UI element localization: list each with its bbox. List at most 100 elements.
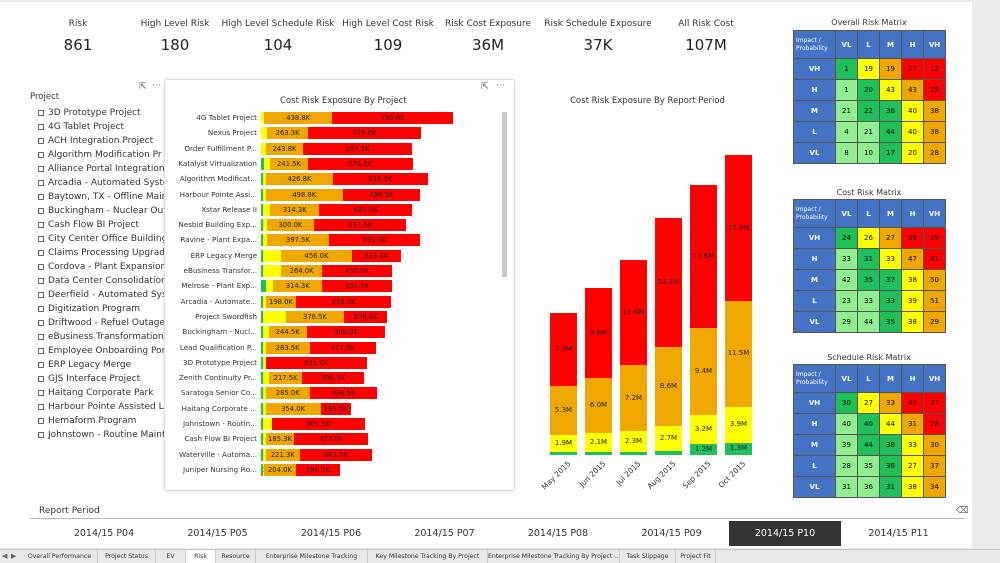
bar-segment-green[interactable] <box>261 295 263 308</box>
matrix-cell[interactable]: 27 <box>901 455 924 477</box>
matrix-cell[interactable]: 20 <box>901 142 924 164</box>
bar-segment-orange[interactable]: 221.3K <box>265 448 300 461</box>
matrix-cell[interactable]: 38 <box>901 476 924 498</box>
matrix-cell[interactable]: 36 <box>879 100 902 122</box>
page-tab[interactable]: Project Fit <box>676 550 716 563</box>
checkbox[interactable] <box>38 236 44 242</box>
matrix-cell[interactable]: 30 <box>923 434 946 456</box>
matrix-cell[interactable]: 17 <box>879 142 902 164</box>
column-segment[interactable] <box>655 451 682 455</box>
project-slicer[interactable]: Project 3D Prototype Project 4G Tablet Pr… <box>30 92 164 452</box>
page-tab[interactable]: Risk <box>186 550 216 563</box>
focus-mode-icon[interactable]: ⇱ <box>481 82 489 92</box>
bar-segment-yellow[interactable] <box>262 203 271 216</box>
bar-segment-orange[interactable]: 438.8K <box>264 112 333 124</box>
bar-segment-yellow[interactable] <box>262 249 282 262</box>
checkbox[interactable] <box>38 166 44 172</box>
bar-segment-green[interactable] <box>261 310 263 323</box>
checkbox[interactable] <box>38 208 44 214</box>
matrix-cell[interactable]: 35 <box>879 311 902 333</box>
focus-mode-icon[interactable]: ⇱ <box>139 82 147 92</box>
bar-segment-yellow[interactable] <box>262 265 282 277</box>
slicer-item[interactable]: Arcadia - Automated Syste <box>30 176 164 190</box>
bar-segment-red[interactable]: 477.0K <box>294 433 369 446</box>
bar-segment-yellow[interactable] <box>262 219 268 232</box>
matrix-cell[interactable]: 23 <box>835 290 858 312</box>
bar-segment-red[interactable]: 651.0K <box>265 356 367 369</box>
bar-segment-orange[interactable]: 285.0K <box>265 387 310 400</box>
page-tab[interactable]: Project Status <box>98 550 156 563</box>
bar-segment-orange[interactable]: 243.8K <box>265 142 304 155</box>
matrix-cell[interactable]: 21 <box>857 121 880 143</box>
bar-segment-red[interactable]: 729.0K <box>308 127 421 140</box>
bar-segment-orange[interactable]: 376.5K <box>285 310 345 323</box>
checkbox[interactable] <box>38 418 44 424</box>
checkbox[interactable] <box>38 180 44 186</box>
matrix-cell[interactable]: 19 <box>857 58 880 80</box>
cost-risk-by-period-chart[interactable]: 1.9M 5.3M 7.9M May 2015 2.1M 6.0M 9.8M Jun 2015… <box>540 112 765 492</box>
matrix-cell[interactable]: 43 <box>879 79 902 101</box>
bar-segment-green[interactable] <box>261 463 263 476</box>
column-segment[interactable]: 14.1M <box>655 217 682 348</box>
checkbox[interactable] <box>38 278 44 284</box>
matrix-cell[interactable]: 27 <box>857 392 880 414</box>
matrix-cell[interactable]: 33 <box>835 248 858 270</box>
bar-segment-orange[interactable]: 244.5K <box>268 326 307 339</box>
matrix-cell[interactable]: 41 <box>923 248 946 270</box>
eraser-icon[interactable]: ⌫ <box>956 506 969 516</box>
bar-segment-orange[interactable]: 263.3K <box>267 127 308 140</box>
page-tab[interactable]: Key Milestone Tracking By Project <box>368 550 488 563</box>
matrix-cell[interactable]: 38 <box>923 100 946 122</box>
bar-segment-orange[interactable]: 314.3K <box>270 203 319 216</box>
matrix-cell[interactable]: 1 <box>835 79 858 101</box>
column-segment[interactable]: 9.4M <box>690 328 717 415</box>
checkbox[interactable] <box>38 292 44 298</box>
matrix-cell[interactable]: 12 <box>923 58 946 80</box>
bar-segment-orange[interactable]: 283.5K <box>265 341 310 354</box>
column-segment[interactable]: 2.7M <box>655 426 682 452</box>
checkbox[interactable] <box>38 222 44 228</box>
column-segment[interactable] <box>620 452 647 455</box>
matrix-cell[interactable]: 33 <box>879 290 902 312</box>
checkbox[interactable] <box>38 306 44 312</box>
page-tab[interactable]: Resource <box>216 550 256 563</box>
column-segment[interactable]: 8.6M <box>655 347 682 427</box>
bar-segment-green[interactable] <box>261 433 263 446</box>
matrix-cell[interactable]: 35 <box>857 269 880 291</box>
slicer-item[interactable]: ACH Integration Project <box>30 134 164 148</box>
page-tab[interactable]: Enterprise Milestone Tracking By Project… <box>488 550 620 563</box>
tab-scroll-right-icon[interactable]: ▶ <box>11 552 17 560</box>
bar-segment-green[interactable] <box>261 249 263 262</box>
bar-segment-green[interactable] <box>261 402 263 415</box>
bar-segment-red[interactable]: 676.5K <box>307 157 413 170</box>
bar-segment-green[interactable] <box>261 234 263 247</box>
column-segment[interactable]: 1.3M <box>725 443 752 455</box>
chart-scrollbar[interactable] <box>502 112 507 277</box>
checkbox[interactable] <box>38 404 44 410</box>
matrix-cell[interactable]: 29 <box>835 311 858 333</box>
column-segment[interactable]: 11.5M <box>725 301 752 408</box>
bar-segment-yellow[interactable] <box>262 234 268 247</box>
more-options-icon[interactable]: ⋯ <box>152 81 161 91</box>
column-segment[interactable]: 7.2M <box>620 364 647 432</box>
bar-segment-green[interactable] <box>261 157 265 170</box>
bar-segment-yellow[interactable] <box>262 310 286 323</box>
bar-segment-yellow[interactable] <box>262 402 266 415</box>
bar-segment-orange[interactable]: 397.5K <box>267 234 329 247</box>
matrix-cell[interactable]: 38 <box>901 269 924 291</box>
column-segment[interactable]: 2.3M <box>620 431 647 453</box>
checkbox[interactable] <box>38 194 44 200</box>
checkbox[interactable] <box>38 334 44 340</box>
slicer-item[interactable]: Data Center Consolidation <box>30 274 164 288</box>
matrix-cell[interactable]: 44 <box>879 121 902 143</box>
bar-segment-yellow[interactable] <box>262 418 272 430</box>
bar-segment-yellow[interactable] <box>264 157 271 170</box>
bar-segment-orange[interactable]: 217.5K <box>268 372 303 385</box>
matrix-cell[interactable]: 34 <box>923 476 946 498</box>
bar-segment-yellow[interactable] <box>263 173 267 186</box>
bar-segment-orange[interactable]: 264.0K <box>281 265 323 277</box>
matrix-cell[interactable]: 19 <box>879 58 902 80</box>
matrix-cell[interactable]: 27 <box>879 227 902 249</box>
bar-segment-green[interactable] <box>261 219 263 232</box>
bar-segment-red[interactable]: 496.5K <box>342 188 420 201</box>
